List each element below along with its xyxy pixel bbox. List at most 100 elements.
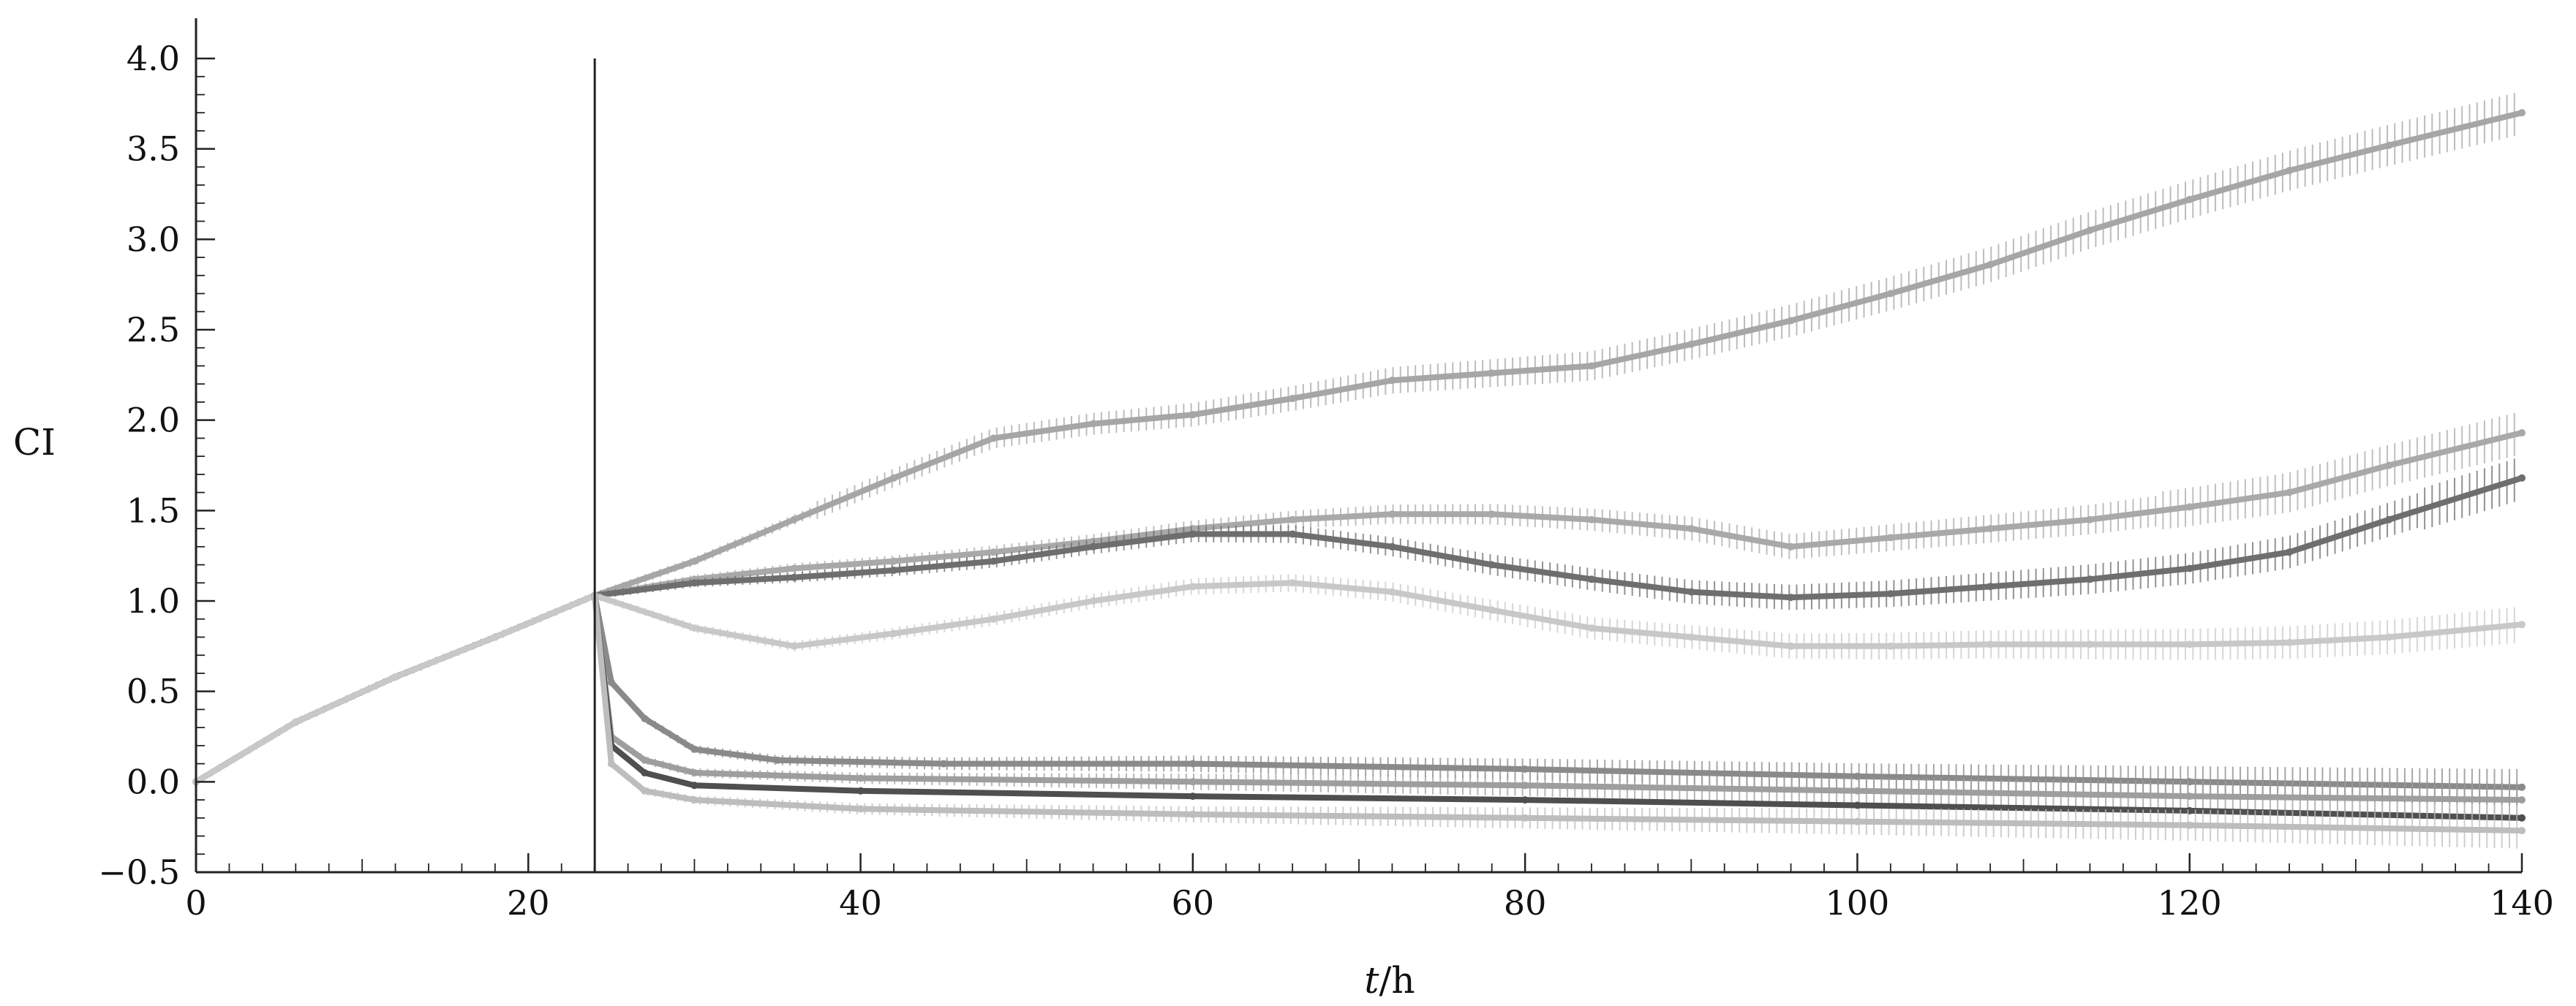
- series-4-point: [1089, 597, 1097, 605]
- series-2-point: [1488, 510, 1496, 518]
- series-1-point: [1986, 261, 1995, 268]
- tick-labels: 0 20 40 60 80 100 120 140 −0.5 0.0 0.5 1.0 1.5 2.0 2.5…: [98, 39, 2554, 923]
- series-4-line: [193, 580, 2525, 785]
- series-8-point: [2185, 821, 2193, 829]
- series-2-point: [1886, 534, 1894, 542]
- series-3-line: [193, 474, 2525, 785]
- series-2-point: [1787, 542, 1795, 551]
- series-3-point: [1488, 561, 1496, 569]
- series-6: [591, 591, 2526, 818]
- x-tick-label: 20: [507, 883, 550, 923]
- series-1-point: [890, 474, 897, 482]
- series-4-point: [2086, 640, 2094, 648]
- series-4-point: [2185, 640, 2193, 648]
- series-1-point: [2286, 167, 2293, 175]
- series-2-point: [1986, 525, 1995, 533]
- series-3-point: [1289, 530, 1297, 538]
- series-6-point: [1189, 778, 1197, 786]
- series-2-line: [193, 430, 2525, 785]
- series-7-point: [856, 787, 865, 795]
- series-3-point: [2086, 575, 2094, 583]
- series-1-point: [990, 434, 998, 442]
- series-1-point: [690, 557, 698, 565]
- y-tick-label: 2.5: [127, 310, 180, 349]
- series-2: [192, 412, 2526, 786]
- series-5-point: [2518, 783, 2526, 791]
- series-8-point: [641, 787, 649, 795]
- series-4-point: [1189, 583, 1197, 591]
- series-2-point: [2185, 503, 2193, 511]
- y-tick-label: 0.0: [127, 762, 180, 801]
- x-axis-title: t/h: [1364, 959, 1415, 1002]
- x-axis-unit: /h: [1379, 959, 1415, 1002]
- series-3-point: [1986, 583, 1995, 591]
- series-4-point: [2518, 621, 2526, 629]
- series-3-point: [890, 567, 897, 574]
- x-tick-label: 80: [1504, 883, 1547, 923]
- series-3-point: [2185, 564, 2193, 572]
- series-4-point: [1787, 642, 1795, 650]
- series-2-error-bars: [203, 412, 2515, 781]
- y-tick-label: 1.0: [127, 581, 180, 621]
- series-4-point: [790, 642, 798, 650]
- y-axis-title: CI: [13, 421, 56, 464]
- axes: [195, 18, 2523, 874]
- series-8-point: [856, 805, 865, 813]
- series-4-point: [292, 718, 300, 726]
- series-7-point: [1853, 801, 1861, 809]
- series-5-point: [607, 678, 615, 687]
- series-4-point: [890, 629, 897, 638]
- series-4: [192, 574, 2526, 786]
- y-tick-label: 4.0: [127, 39, 180, 78]
- series-7-point: [1521, 796, 1529, 804]
- x-tick-label: 60: [1172, 883, 1215, 923]
- series-1-point: [790, 515, 798, 523]
- series-7-point: [1189, 793, 1197, 801]
- series-7-point: [641, 769, 649, 776]
- series-6-line: [592, 592, 2525, 803]
- series-1-point: [1687, 340, 1695, 348]
- series-6-point: [1521, 782, 1529, 790]
- series-8-point: [607, 760, 615, 768]
- series-3-point: [1687, 588, 1695, 596]
- series-3-point: [1787, 594, 1795, 602]
- series-4-point: [491, 633, 499, 641]
- series-3-point: [2385, 515, 2393, 523]
- series-6-point: [641, 756, 649, 764]
- series-4-point: [2286, 638, 2293, 646]
- series-3-point: [1588, 575, 1595, 583]
- series-2-point: [1089, 537, 1097, 545]
- series-2-point: [1687, 525, 1695, 533]
- series-3-point: [2518, 474, 2526, 482]
- series-1-point: [2086, 227, 2094, 234]
- series-6-point: [856, 774, 865, 782]
- y-tick-label: −0.5: [98, 852, 180, 892]
- y-tick-label: 3.0: [127, 219, 180, 259]
- series-3-point: [1886, 590, 1894, 598]
- series-1-line: [193, 110, 2525, 785]
- series-4-point: [990, 615, 998, 623]
- series-8-line: [592, 592, 2525, 834]
- y-tick-label: 0.5: [127, 672, 180, 711]
- series-3-point: [690, 579, 698, 587]
- series-6-point: [1853, 787, 1861, 795]
- series-8-point: [690, 796, 698, 804]
- series-5-point: [690, 745, 698, 753]
- series-3-point: [1189, 530, 1197, 538]
- series-4-point: [1289, 579, 1297, 587]
- series-4-point: [1687, 633, 1695, 641]
- series-8-point: [1521, 814, 1529, 822]
- x-axis-variable: t: [1364, 959, 1379, 1002]
- series-2-point: [2086, 515, 2094, 523]
- series-3-point: [2286, 548, 2293, 556]
- series-5-point: [774, 756, 781, 764]
- x-tick-label: 40: [839, 883, 882, 923]
- series-4-point: [2385, 633, 2393, 641]
- x-tick-label: 140: [2490, 883, 2554, 923]
- x-tick-label: 120: [2158, 883, 2222, 923]
- series-1-point: [1289, 395, 1297, 402]
- series-2-point: [990, 548, 998, 556]
- series-8-point: [1189, 810, 1197, 818]
- series-1-point: [2385, 141, 2393, 149]
